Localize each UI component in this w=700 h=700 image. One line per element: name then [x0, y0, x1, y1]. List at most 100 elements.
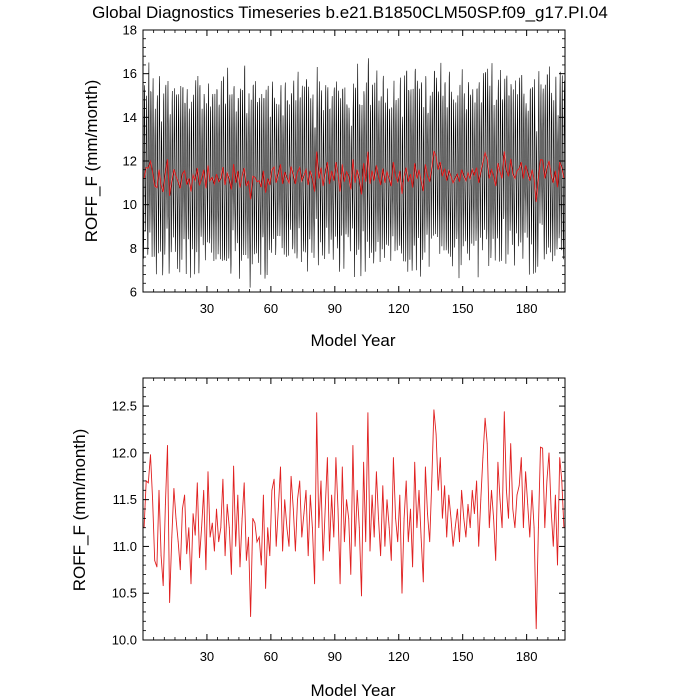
- bottom-annual-point: [327, 457, 328, 458]
- bottom-annual-point: [224, 555, 226, 557]
- bottom-annual-point: [452, 546, 454, 547]
- bottom-annual-point: [277, 508, 279, 510]
- bottom-annual-point: [252, 518, 254, 519]
- bottom-annual-point: [352, 445, 354, 446]
- bottom-series-group: [143, 409, 565, 630]
- bottom-annual-point: [369, 550, 371, 552]
- bottom-annual-point: [480, 499, 482, 500]
- bottom-annual-point: [331, 494, 332, 496]
- bottom-annual-point: [256, 541, 258, 543]
- bottom-ytick-label-0: 10.0: [112, 633, 137, 648]
- top-xtick-label-30: 30: [200, 301, 214, 316]
- bottom-annual-point: [173, 488, 175, 489]
- bottom-annual-point: [250, 616, 252, 617]
- bottom-annual-point: [339, 583, 341, 585]
- bottom-annual-point: [165, 503, 166, 505]
- bottom-annual-point: [324, 508, 326, 510]
- bottom-annual-point: [335, 457, 337, 458]
- bottom-annual-point: [403, 518, 405, 519]
- bottom-annual-point: [425, 466, 426, 468]
- bottom-annual-point: [461, 489, 462, 491]
- bottom-ytick-label-5: 12.5: [112, 399, 137, 414]
- bottom-annual-point: [207, 471, 209, 472]
- bottom-annual-point: [309, 494, 311, 496]
- bottom-annual-point: [463, 518, 465, 519]
- bottom-annual-point: [442, 518, 443, 519]
- bottom-annual-point: [384, 546, 386, 547]
- bottom-annual-point: [286, 527, 288, 529]
- bottom-annual-point: [527, 503, 529, 505]
- bottom-annual-point: [478, 546, 480, 547]
- bottom-annual-point: [312, 527, 313, 529]
- top-xlabel: Model Year: [310, 331, 395, 350]
- bottom-xtick-label-30: 30: [200, 649, 214, 664]
- bottom-annual-point: [305, 489, 307, 491]
- bottom-annual-point: [258, 536, 260, 538]
- bottom-annual-point: [346, 499, 347, 500]
- bottom-annual-point: [488, 527, 490, 529]
- bottom-annual-point: [295, 550, 296, 552]
- bottom-annual-point: [518, 485, 520, 486]
- bottom-annual-point: [448, 494, 450, 496]
- bottom-annual-point: [218, 541, 220, 543]
- bottom-annual-point: [205, 569, 207, 571]
- bottom-annual-point: [412, 566, 413, 568]
- bottom-annual-point: [420, 536, 422, 538]
- bottom-annual-point: [516, 494, 518, 496]
- bottom-annual-point: [540, 446, 541, 448]
- bottom-ytick-label-1: 10.5: [112, 586, 137, 601]
- bottom-annual-point: [348, 518, 350, 519]
- bottom-annual-point: [444, 485, 445, 486]
- top-ytick-label-5: 16: [123, 66, 137, 81]
- bottom-annual-point: [243, 482, 245, 484]
- bottom-annual-point: [184, 494, 186, 496]
- bottom-annual-point: [211, 522, 213, 524]
- bottom-xtick-label-180: 180: [516, 649, 538, 664]
- bottom-annual-point: [246, 560, 247, 561]
- bottom-annual-point: [254, 522, 256, 524]
- bottom-annual-point: [427, 513, 428, 515]
- bottom-annual-point: [263, 494, 264, 496]
- bottom-annual-point: [450, 518, 452, 519]
- bottom-annual-point: [320, 480, 322, 482]
- bottom-annual-point: [484, 417, 486, 419]
- bottom-annual-point: [299, 480, 301, 482]
- bottom-annual-point: [228, 527, 230, 529]
- top-ytick-label-6: 18: [123, 23, 137, 38]
- bottom-annual-point: [395, 518, 396, 519]
- top-ytick-label-4: 14: [123, 110, 137, 125]
- bottom-annual-point: [373, 536, 375, 538]
- bottom-panel: 30 60 90 120 150 18010.010.511.011.512.012.5 …: [70, 377, 566, 700]
- bottom-annual-point: [280, 466, 281, 468]
- bottom-annual-point: [182, 508, 183, 510]
- bottom-annual-point: [410, 508, 411, 510]
- bottom-annual-point: [241, 518, 243, 519]
- bottom-annual-point: [365, 541, 367, 543]
- bottom-annual-point: [493, 518, 494, 519]
- bottom-axes: 30 60 90 120 150 180 10.0 10.5 11.0 11.5 12.0 12.5: [112, 377, 566, 664]
- bottom-annual-point: [284, 499, 286, 500]
- bottom-annual-point: [544, 527, 546, 529]
- bottom-annual-point: [275, 546, 277, 547]
- bottom-annual-point: [162, 585, 164, 587]
- bottom-annual-point: [531, 489, 533, 491]
- bottom-annual-point: [288, 546, 290, 547]
- bottom-annual-point: [437, 489, 439, 491]
- bottom-annual-point: [201, 527, 203, 529]
- bottom-annual-point: [273, 478, 275, 480]
- bottom-annual-point: [179, 569, 181, 571]
- bottom-ytick-label-2: 11.0: [113, 539, 137, 554]
- bottom-annual-point: [499, 499, 501, 500]
- bottom-annual-point: [546, 480, 548, 482]
- bottom-annual-point: [269, 555, 271, 557]
- bottom-ytick-label-3: 11.5: [113, 492, 137, 507]
- bottom-annual-point: [354, 546, 356, 547]
- bottom-annual-point: [209, 536, 211, 538]
- bottom-annual-point: [282, 550, 283, 552]
- bottom-annual-point: [508, 518, 509, 519]
- top-axes: 30 60 90 120 150 180 6 8 10 12 14 16 18: [123, 23, 566, 316]
- bottom-annual-point: [194, 534, 196, 536]
- bottom-xtick-label-90: 90: [328, 649, 342, 664]
- bottom-annual-point: [350, 574, 352, 575]
- bottom-annual-point: [222, 478, 224, 480]
